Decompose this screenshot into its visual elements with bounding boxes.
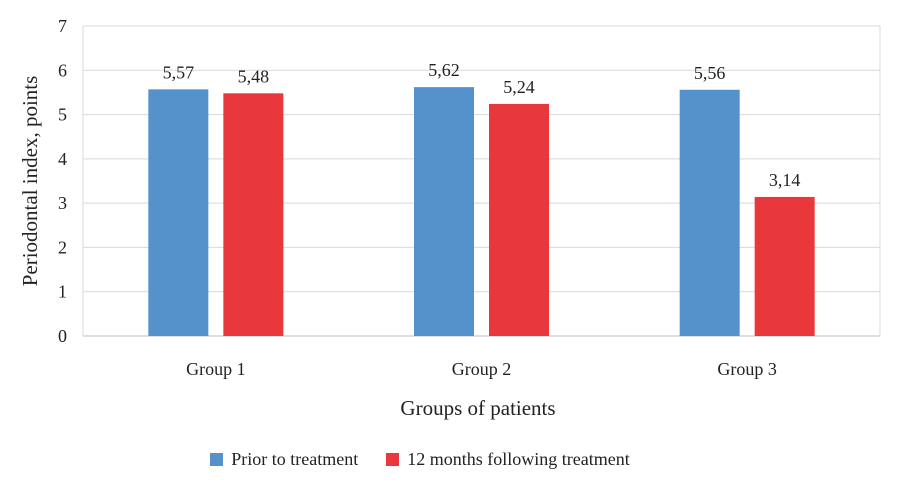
legend-swatch-following [386,453,400,466]
x-axis-categories: Group 1 Group 2 Group 3 [186,359,777,379]
y-tick-label: 7 [58,16,67,36]
x-category-label: Group 3 [717,359,777,379]
legend-swatch-prior [210,453,224,466]
data-label: 5,56 [694,63,726,83]
bar-following-group-3 [754,196,815,336]
legend-label-prior: Prior to treatment [231,449,359,469]
y-tick-label: 0 [58,326,67,346]
legend-item-prior: Prior to treatment [210,449,358,470]
gridlines [82,25,881,337]
bar-prior-group-2 [414,87,474,336]
bar-prior-group-3 [679,89,740,337]
y-tick-label: 4 [58,149,67,169]
legend-label-following: 12 months following treatment [407,449,630,469]
data-label: 5,62 [428,60,460,80]
bar-chart: 0 1 2 3 4 5 6 7 5,57 5,48 5,62 5,24 5,56 3,14 Group … [18,16,881,420]
y-tick-label: 2 [58,237,67,257]
y-tick-label: 1 [58,282,67,302]
y-tick-label: 5 [58,105,67,125]
y-tick-label: 3 [58,193,67,213]
bars [148,87,815,337]
legend-item-following: 12 months following treatment [386,449,630,470]
data-label: 5,24 [503,77,535,97]
x-axis-title: Groups of patients [400,396,555,420]
bar-prior-group-1 [148,89,209,336]
data-label: 3,14 [769,170,801,190]
legend: Prior to treatment 12 months following t… [0,449,840,470]
bar-following-group-1 [223,93,284,336]
data-label: 5,48 [238,66,270,86]
y-axis-ticks: 0 1 2 3 4 5 6 7 [58,16,67,346]
data-labels: 5,57 5,48 5,62 5,24 5,56 3,14 [163,60,801,190]
y-axis-title: Periodontal index, points [18,76,42,287]
bar-following-group-2 [489,103,549,336]
y-tick-label: 6 [58,60,67,80]
data-label: 5,57 [163,62,195,82]
x-category-label: Group 1 [186,359,246,379]
x-category-label: Group 2 [452,359,512,379]
